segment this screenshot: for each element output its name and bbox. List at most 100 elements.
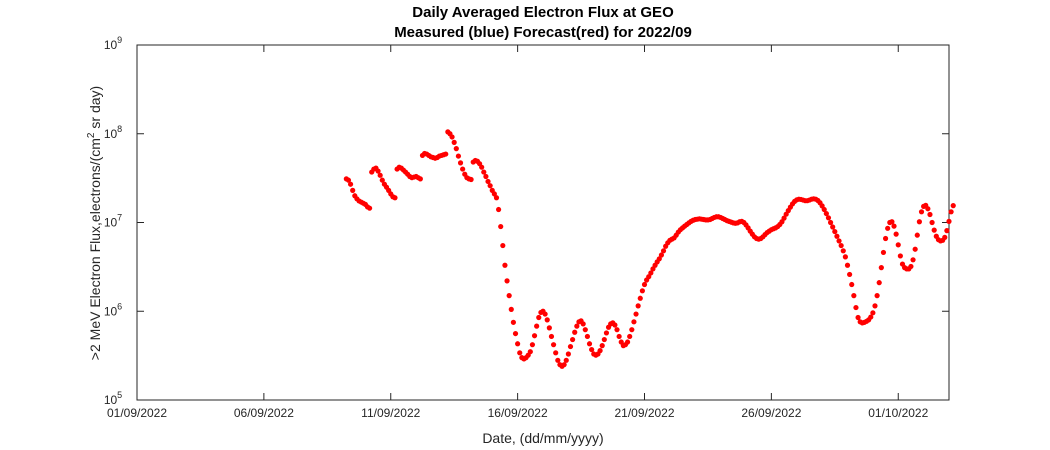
y-tick-label: 108	[104, 124, 122, 141]
data-point	[635, 303, 641, 309]
data-point	[515, 341, 521, 347]
data-point	[512, 330, 519, 337]
data-points	[343, 129, 956, 369]
data-point	[542, 311, 548, 317]
data-point	[570, 336, 576, 343]
data-point	[834, 233, 840, 239]
data-point	[582, 327, 588, 333]
data-point	[457, 160, 464, 166]
data-point	[880, 249, 887, 256]
data-point	[925, 206, 931, 212]
data-point	[781, 215, 787, 221]
x-tick-label: 26/09/2022	[741, 406, 801, 420]
data-point	[878, 265, 884, 271]
data-point	[627, 333, 633, 340]
data-point	[660, 248, 667, 254]
x-tick-label: 06/09/2022	[234, 406, 294, 420]
data-point	[624, 339, 631, 345]
data-point	[882, 235, 889, 242]
data-point	[567, 343, 574, 350]
data-point	[637, 295, 643, 301]
data-point	[550, 342, 557, 348]
data-point	[868, 314, 874, 320]
data-point	[563, 357, 569, 363]
data-point	[876, 280, 882, 286]
x-axis-label: Date, (dd/mm/yyyy)	[482, 430, 603, 446]
y-axis-label-suffix: sr day)	[87, 86, 103, 133]
data-point	[367, 205, 373, 211]
data-point	[929, 219, 935, 226]
y-tick-base: 10	[104, 127, 118, 141]
data-point	[555, 357, 561, 363]
data-point	[531, 333, 538, 339]
data-point	[893, 231, 899, 237]
data-point	[842, 254, 848, 260]
data-point	[510, 319, 516, 325]
y-tick-exponent: 9	[117, 35, 122, 45]
data-point	[658, 252, 665, 258]
data-point	[823, 210, 829, 217]
y-axis-label-prefix: >2 MeV Electron Flux,electrons/(cm	[87, 138, 103, 360]
data-point	[565, 351, 571, 357]
data-point	[508, 306, 514, 312]
data-point	[417, 176, 423, 182]
data-point	[851, 293, 857, 299]
data-point	[460, 166, 466, 172]
data-point	[584, 333, 591, 340]
data-point	[493, 195, 500, 201]
y-tick-exponent: 7	[117, 213, 122, 223]
data-point	[527, 349, 533, 355]
data-point	[392, 195, 398, 201]
chart-title: Daily Averaged Electron Flux at GEO	[412, 4, 674, 21]
data-point	[946, 218, 952, 224]
data-point	[572, 329, 578, 335]
data-point	[483, 173, 489, 180]
data-point	[455, 153, 462, 159]
data-point	[838, 242, 844, 249]
data-point	[832, 228, 838, 235]
data-point	[546, 325, 552, 331]
y-axis-label-superscript: 2	[86, 132, 97, 138]
data-point	[821, 206, 827, 213]
data-point	[500, 242, 506, 249]
y-tick-base: 10	[104, 38, 118, 52]
data-point	[891, 223, 897, 229]
data-point	[517, 350, 523, 356]
data-point	[847, 271, 853, 278]
y-tick-label: 107	[104, 213, 122, 230]
data-point	[375, 168, 381, 174]
data-point	[872, 303, 878, 309]
data-point	[648, 270, 654, 276]
data-point	[347, 181, 354, 187]
data-point	[616, 333, 622, 340]
x-tick-label: 11/09/2022	[361, 406, 420, 420]
data-point	[885, 225, 891, 231]
y-tick-base: 10	[104, 304, 118, 318]
data-point	[481, 169, 487, 175]
y-tick-base: 10	[104, 216, 118, 230]
data-point	[870, 310, 876, 316]
data-point	[927, 211, 933, 218]
data-point	[536, 314, 542, 321]
x-tick-label: 16/09/2022	[488, 406, 548, 420]
data-point	[603, 330, 610, 336]
data-point	[491, 191, 497, 197]
data-point	[948, 209, 954, 215]
data-point	[897, 253, 903, 259]
data-point	[506, 293, 512, 299]
data-point	[942, 234, 948, 240]
data-point	[931, 227, 937, 233]
data-point	[855, 314, 861, 321]
data-point	[916, 219, 922, 225]
y-axis-label: >2 MeV Electron Flux,electrons/(cm2 sr d…	[86, 86, 103, 360]
data-point	[853, 304, 859, 311]
data-point	[918, 209, 925, 215]
data-point	[561, 362, 567, 368]
x-tick-label: 21/09/2022	[614, 406, 674, 420]
data-point	[889, 219, 895, 225]
data-point	[631, 319, 637, 325]
chart-subtitle: Measured (blue) Forecast(red) for 2022/0…	[394, 24, 692, 41]
data-point	[825, 215, 832, 221]
data-point	[840, 248, 846, 254]
